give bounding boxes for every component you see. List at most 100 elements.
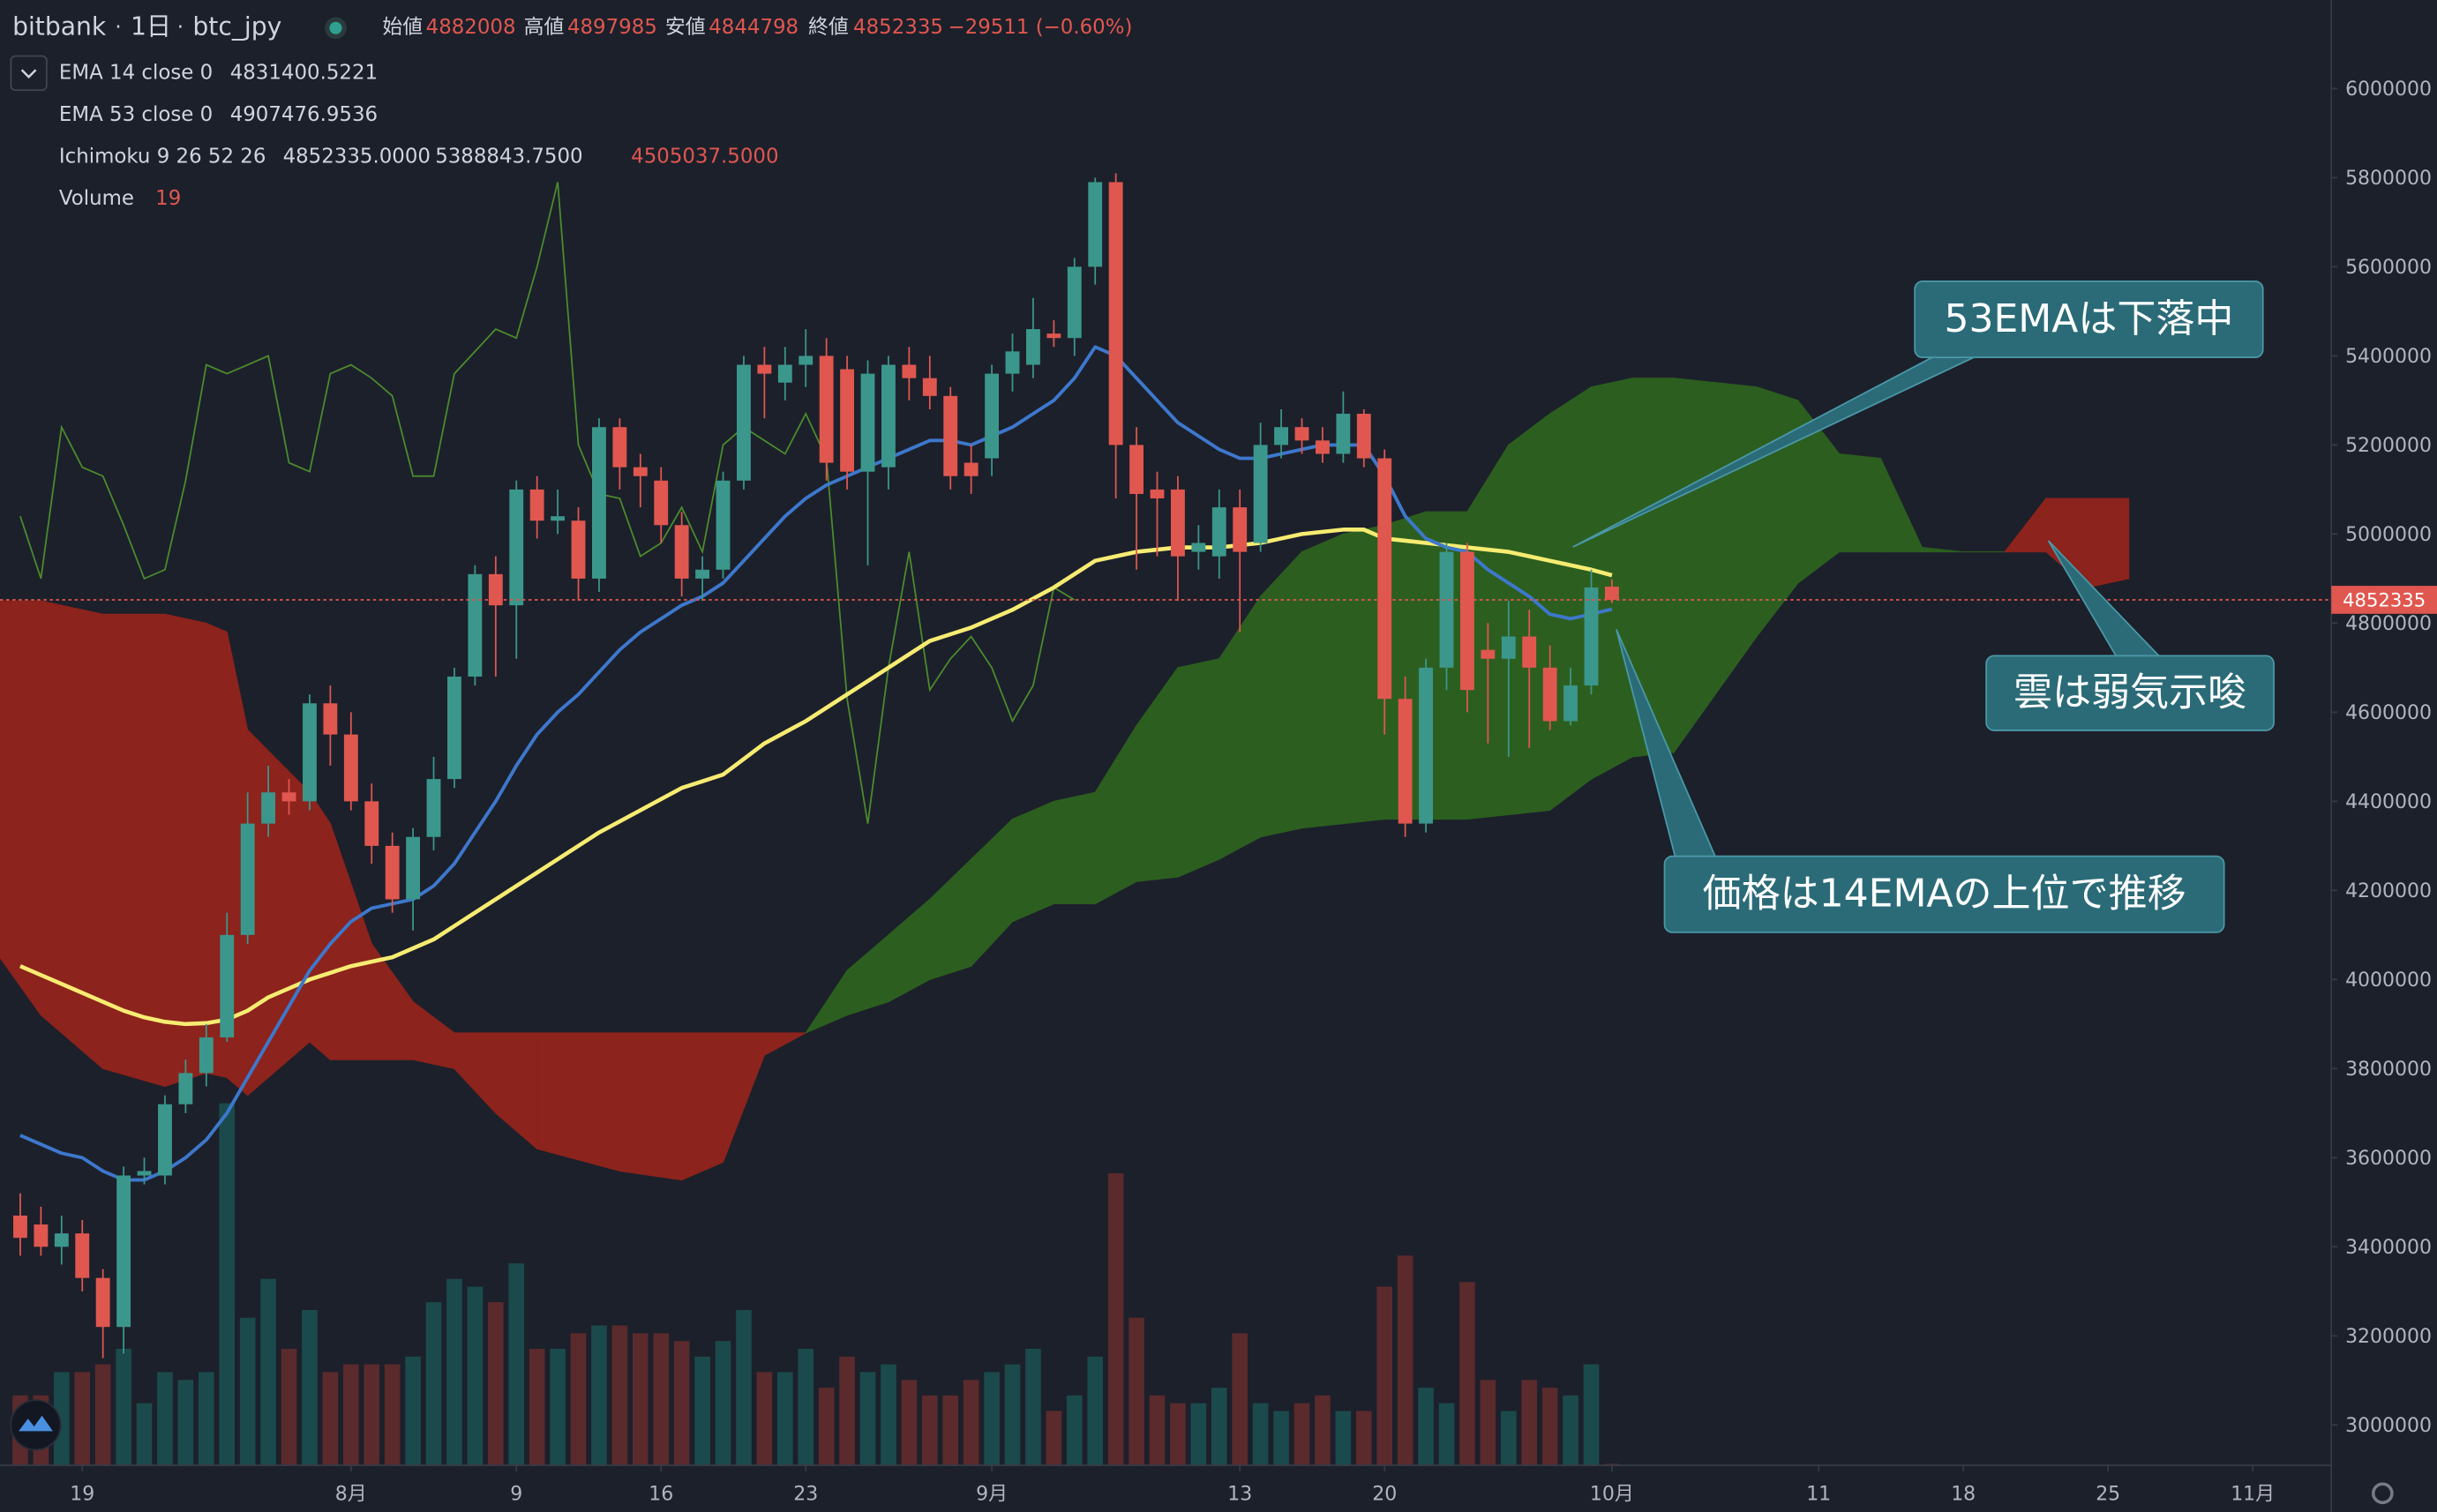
- volume-bar: [1004, 1364, 1021, 1466]
- candle-body: [261, 792, 276, 824]
- volume-bar: [1066, 1395, 1083, 1466]
- candle-body: [674, 525, 689, 579]
- volume-bar: [942, 1395, 959, 1466]
- volume-bar: [94, 1364, 111, 1466]
- candle-body: [592, 427, 606, 579]
- y-tick-label: 5000000: [2345, 524, 2432, 546]
- y-tick-label: 3200000: [2345, 1326, 2432, 1348]
- volume-bar: [1315, 1395, 1331, 1466]
- candle-body: [757, 364, 772, 374]
- volume-bar: [591, 1325, 607, 1466]
- volume-bar: [1480, 1380, 1496, 1466]
- volume-bar: [219, 1103, 236, 1466]
- candle-body: [1356, 414, 1371, 459]
- close-label: 終値: [808, 16, 849, 39]
- y-tick-label: 5200000: [2345, 435, 2432, 457]
- collapse-button[interactable]: [10, 55, 48, 92]
- y-tick-label: 5600000: [2345, 257, 2432, 279]
- volume-bar: [1521, 1380, 1538, 1466]
- candle-body: [1253, 445, 1268, 543]
- candle-body: [1316, 440, 1330, 454]
- volume-bar: [859, 1372, 876, 1466]
- high-value: 4897985: [567, 16, 657, 39]
- legend-ichimoku-value: 4852335.0000: [283, 145, 431, 168]
- candle-body: [220, 934, 235, 1037]
- candle-body: [1584, 587, 1599, 686]
- candle-body: [34, 1224, 49, 1247]
- cloud-segment: [2087, 498, 2130, 588]
- cloud-segment: [681, 1032, 724, 1181]
- candle-body: [1439, 551, 1454, 668]
- volume-bar: [921, 1395, 938, 1466]
- candle-body: [75, 1233, 90, 1278]
- candle-body: [240, 823, 255, 935]
- candle-body: [199, 1037, 214, 1074]
- volume-bar: [984, 1372, 1000, 1466]
- callout-box: [1985, 655, 2275, 731]
- candle-body: [985, 373, 1000, 459]
- cloud-segment: [536, 1032, 620, 1172]
- candle-body: [158, 1104, 172, 1176]
- candle-body: [178, 1073, 193, 1104]
- volume-bar: [776, 1372, 793, 1466]
- volume-bar: [1170, 1403, 1186, 1466]
- candle-body: [529, 489, 544, 521]
- y-tick-label: 4400000: [2345, 791, 2432, 813]
- legend: EMA 14 close 0 4831400.5221 EMA 53 close…: [10, 55, 779, 210]
- callout-text: 53EMAは下落中: [1944, 296, 2233, 341]
- x-tick-label: 11: [1806, 1484, 1831, 1506]
- candle-body: [1233, 507, 1248, 552]
- volume-bar: [1273, 1411, 1289, 1466]
- candle-body: [1191, 543, 1206, 552]
- cloud-segment: [619, 1032, 683, 1181]
- x-tick-label: 8月: [335, 1484, 367, 1506]
- candle-body: [551, 516, 566, 521]
- settings-icon[interactable]: [2372, 1482, 2394, 1505]
- volume-bar: [177, 1380, 194, 1466]
- pair: btc_jpy: [192, 12, 281, 41]
- candle-body: [1129, 445, 1144, 494]
- cloud-segment: [1673, 378, 1716, 754]
- logo-icon: [19, 1415, 53, 1432]
- candle-body: [54, 1233, 69, 1247]
- volume-bar: [1252, 1403, 1269, 1466]
- candle-body: [1459, 551, 1474, 691]
- x-tick-label: 9: [510, 1484, 522, 1506]
- cloud-segment: [309, 790, 331, 1061]
- volume-bar: [1232, 1333, 1248, 1466]
- candle-body: [737, 364, 751, 481]
- candle-body: [695, 569, 710, 579]
- volume-bar: [157, 1372, 173, 1466]
- candle-body: [902, 364, 917, 378]
- callout-box: [1663, 855, 2225, 933]
- x-tick-label: 16: [649, 1484, 673, 1506]
- x-tick-label: 19: [70, 1484, 94, 1506]
- x-tick-label: 23: [793, 1484, 818, 1506]
- x-tick-label: 10月: [1590, 1484, 1634, 1506]
- volume-bar: [1211, 1388, 1227, 1466]
- candle-body: [1336, 414, 1351, 454]
- volume-bar: [1355, 1411, 1372, 1466]
- candle-body: [799, 356, 814, 365]
- y-tick-label: 4000000: [2345, 969, 2432, 992]
- volume-bar: [467, 1286, 484, 1466]
- volume-bar: [673, 1341, 690, 1466]
- volume-bar: [1190, 1403, 1207, 1466]
- candle-body: [323, 703, 338, 735]
- x-tick-label: 13: [1227, 1484, 1252, 1506]
- volume-bar: [508, 1263, 525, 1466]
- candle-body: [364, 801, 379, 846]
- volume-bar: [136, 1403, 153, 1466]
- legend-ichimoku-value: 4505037.5000: [631, 145, 778, 168]
- candle-body: [488, 573, 503, 606]
- candle-body: [303, 703, 317, 802]
- logo: [10, 1399, 62, 1451]
- cloud-segment: [0, 600, 41, 1017]
- volume-bar: [736, 1309, 752, 1466]
- cloud-segment: [1839, 453, 1882, 553]
- candle-body: [716, 480, 731, 570]
- candle-body: [1211, 507, 1226, 557]
- cloud-segment: [164, 613, 207, 1088]
